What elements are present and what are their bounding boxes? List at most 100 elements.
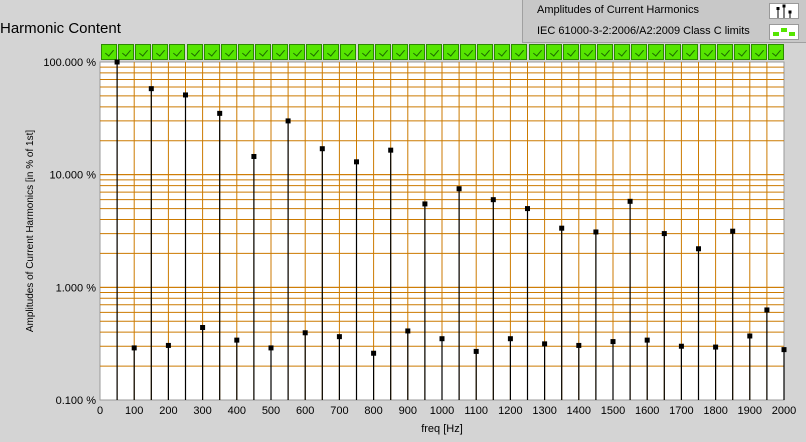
x-tick-labels: 0 100 200 300 400 500 600 700 800 900 1000 1100 1200… xyxy=(97,405,796,417)
data-point xyxy=(576,342,582,348)
x-tick-label: 2000 xyxy=(772,405,796,417)
limit-status-indicator xyxy=(614,44,630,60)
limit-status-indicator xyxy=(272,44,288,60)
limit-status-indicator xyxy=(545,44,562,60)
data-point xyxy=(542,341,548,347)
limit-status-indicator xyxy=(357,44,374,60)
limit-status-indicator xyxy=(716,44,733,60)
limit-status-indicator xyxy=(767,44,784,60)
x-tick-label: 200 xyxy=(159,405,177,417)
limit-status-indicator xyxy=(340,44,357,60)
limit-status-indicator xyxy=(186,44,203,60)
limit-status-indicator xyxy=(408,44,425,60)
data-point xyxy=(165,342,171,348)
data-point xyxy=(336,334,342,340)
x-tick-label: 1000 xyxy=(430,405,454,417)
x-tick-label: 1400 xyxy=(567,405,591,417)
x-tick-label: 1300 xyxy=(532,405,556,417)
x-tick-label: 800 xyxy=(364,405,382,417)
data-point xyxy=(559,225,565,231)
data-point xyxy=(678,343,684,349)
limit-status-indicator xyxy=(323,44,340,60)
data-point xyxy=(251,153,257,159)
x-tick-label: 100 xyxy=(125,405,143,417)
legend-item-limits[interactable]: IEC 61000-3-2:2006/A2:2009 Class C limit… xyxy=(523,21,806,42)
limit-status-indicator xyxy=(425,44,442,60)
limit-status-indicator xyxy=(169,44,186,60)
grid-y xyxy=(100,66,784,367)
data-point xyxy=(610,339,616,345)
limit-status-indicator xyxy=(391,44,408,60)
data-point xyxy=(490,197,496,203)
limit-status-indicator xyxy=(152,44,169,60)
limit-status-indicator xyxy=(562,44,579,60)
limit-status-indicator xyxy=(135,44,152,60)
data-point xyxy=(354,159,359,165)
legend-label: IEC 61000-3-2:2006/A2:2009 Class C limit… xyxy=(537,25,750,37)
limit-status-indicator xyxy=(254,44,271,60)
data-point xyxy=(593,229,599,235)
limit-status-indicator xyxy=(528,44,545,60)
x-tick-label: 500 xyxy=(262,405,280,417)
x-tick-label: 1100 xyxy=(464,405,488,417)
data-point xyxy=(439,336,445,342)
y-tick-labels: 0.100 % 1.000 % 10.000 % 100.000 % xyxy=(43,57,96,407)
plot-legend[interactable]: Amplitudes of Current Harmonics IEC 6100… xyxy=(522,0,806,43)
y-axis-label: Amplitudes of Current Harmonics [in % of… xyxy=(25,130,36,333)
x-tick-label: 1800 xyxy=(703,405,727,417)
data-point xyxy=(627,198,633,204)
limit-status-indicator xyxy=(220,44,237,60)
limit-status-indicator xyxy=(699,44,716,60)
x-tick-label: 1600 xyxy=(635,405,659,417)
data-point xyxy=(422,201,428,207)
limit-status-indicator xyxy=(682,44,699,60)
y-tick-label: 0.100 % xyxy=(56,395,97,407)
x-tick-label: 600 xyxy=(296,405,314,417)
data-point xyxy=(661,231,667,237)
x-tick-label: 300 xyxy=(193,405,211,417)
x-tick-label: 700 xyxy=(330,405,348,417)
legend-item-amplitudes[interactable]: Amplitudes of Current Harmonics xyxy=(523,0,806,21)
data-point xyxy=(114,59,120,65)
limit-status-indicator xyxy=(118,44,135,60)
data-point xyxy=(371,350,377,356)
x-tick-label: 1900 xyxy=(738,405,762,417)
limit-status-indicator xyxy=(665,44,682,60)
data-point xyxy=(473,348,479,354)
y-tick-label: 100.000 % xyxy=(43,57,96,69)
data-point xyxy=(525,206,530,212)
limit-status-indicator xyxy=(460,44,477,60)
limit-status-indicator xyxy=(733,44,750,60)
data-point xyxy=(131,345,137,351)
data-point xyxy=(507,336,513,342)
limit-status-indicator xyxy=(579,44,596,60)
x-tick-label: 1200 xyxy=(498,405,522,417)
data-point xyxy=(747,333,753,339)
limit-status-indicator xyxy=(750,44,767,60)
data-point xyxy=(200,325,206,331)
limit-status-indicator xyxy=(631,44,648,60)
panel-title: Harmonic Content xyxy=(0,20,121,37)
stem-marker-icon xyxy=(769,3,799,19)
data-point xyxy=(730,228,736,234)
data-point xyxy=(285,118,291,124)
data-point xyxy=(764,307,770,313)
x-tick-label: 400 xyxy=(228,405,246,417)
x-tick-label: 1700 xyxy=(669,405,693,417)
x-tick-label: 1500 xyxy=(601,405,625,417)
limit-status-indicator xyxy=(289,44,306,60)
data-point xyxy=(696,246,701,252)
limit-status-indicator xyxy=(494,44,511,60)
limit-status-indicator xyxy=(511,44,528,60)
limit-status-strip xyxy=(100,44,784,62)
data-point xyxy=(644,337,650,343)
x-tick-label: 0 xyxy=(97,405,103,417)
data-point xyxy=(183,92,188,98)
data-point xyxy=(405,328,411,334)
limit-status-indicator xyxy=(648,44,665,60)
limit-status-icon xyxy=(769,24,799,40)
limit-status-indicator xyxy=(477,44,494,60)
limit-status-indicator xyxy=(101,44,117,60)
data-point xyxy=(148,86,154,92)
